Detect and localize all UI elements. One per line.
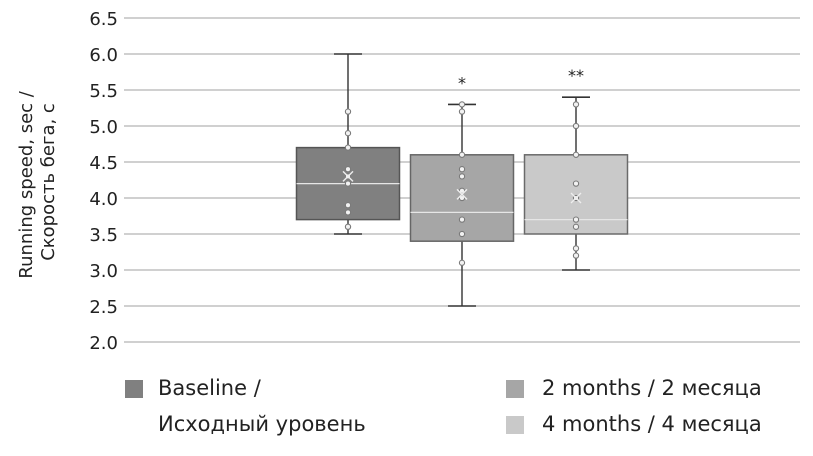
data-point bbox=[344, 108, 352, 115]
legend-label-baseline-line-2: Исходный уровень bbox=[158, 412, 366, 436]
y-tick-label: 4.5 bbox=[89, 153, 118, 174]
data-point bbox=[572, 180, 580, 187]
data-point bbox=[458, 259, 466, 266]
data-point bbox=[572, 151, 580, 158]
data-point bbox=[344, 130, 352, 137]
legend-label-baseline-line-1: Baseline / bbox=[158, 376, 261, 400]
y-axis-label-line-1: Running speed, sec / bbox=[16, 90, 37, 278]
legend-item-4-months: 4 months / 4 месяца bbox=[506, 408, 806, 441]
legend-label-4-months: 4 months / 4 месяца bbox=[542, 412, 762, 436]
data-point bbox=[458, 230, 466, 238]
data-point bbox=[344, 144, 352, 151]
data-point bbox=[458, 108, 466, 115]
data-point bbox=[344, 180, 352, 187]
legend-item-baseline: Baseline / Исходный уровень bbox=[125, 372, 425, 442]
y-tick-label: 2.5 bbox=[89, 297, 118, 318]
y-tick-label: 3.5 bbox=[89, 225, 118, 246]
legend-label-2-months: 2 months / 2 месяца bbox=[542, 376, 762, 400]
data-point bbox=[458, 187, 466, 194]
legend-item-2-months: 2 months / 2 месяца bbox=[506, 372, 806, 405]
data-point bbox=[572, 245, 580, 252]
legend-swatch-2-months bbox=[506, 380, 524, 398]
significance-label: ** bbox=[568, 66, 584, 85]
y-tick-label: 4.0 bbox=[89, 189, 118, 210]
mean-marker bbox=[456, 188, 468, 200]
data-point bbox=[572, 252, 580, 259]
data-point bbox=[458, 151, 466, 158]
data-point bbox=[458, 216, 466, 223]
y-tick-label: 6.0 bbox=[89, 45, 118, 66]
y-tick-label: 3.0 bbox=[89, 261, 118, 282]
mean-marker bbox=[342, 170, 354, 182]
y-tick-label: 5.0 bbox=[89, 117, 118, 138]
data-point bbox=[344, 166, 352, 173]
y-tick-label: 5.5 bbox=[89, 81, 118, 102]
y-tick-label: 2.0 bbox=[89, 333, 118, 354]
legend-swatch-baseline bbox=[125, 380, 143, 398]
data-point bbox=[344, 202, 352, 209]
data-point bbox=[458, 101, 466, 108]
box-group bbox=[295, 53, 401, 235]
y-tick-label: 6.5 bbox=[89, 9, 118, 30]
box-layer: * ** bbox=[295, 53, 629, 307]
data-point bbox=[344, 223, 352, 230]
data-point bbox=[572, 101, 580, 108]
y-axis-label: Running speed, sec / Скорость бега, с bbox=[16, 85, 59, 278]
box-group: ** bbox=[523, 66, 629, 271]
mean-marker bbox=[570, 192, 582, 204]
legend-swatch-4-months bbox=[506, 416, 524, 434]
data-point bbox=[572, 223, 580, 230]
y-axis-label-line-2: Скорость бега, с bbox=[38, 103, 59, 261]
data-point bbox=[572, 216, 580, 223]
data-point bbox=[458, 173, 466, 180]
significance-label: * bbox=[458, 73, 466, 92]
data-point bbox=[458, 166, 466, 173]
data-point bbox=[344, 209, 352, 216]
box-group: * bbox=[409, 73, 515, 307]
data-point bbox=[458, 194, 466, 202]
y-axis-ticks: 6.5 6.0 5.5 5.0 4.5 4.0 3.5 3.0 2.5 2.0 bbox=[89, 9, 118, 354]
data-point bbox=[572, 122, 580, 130]
